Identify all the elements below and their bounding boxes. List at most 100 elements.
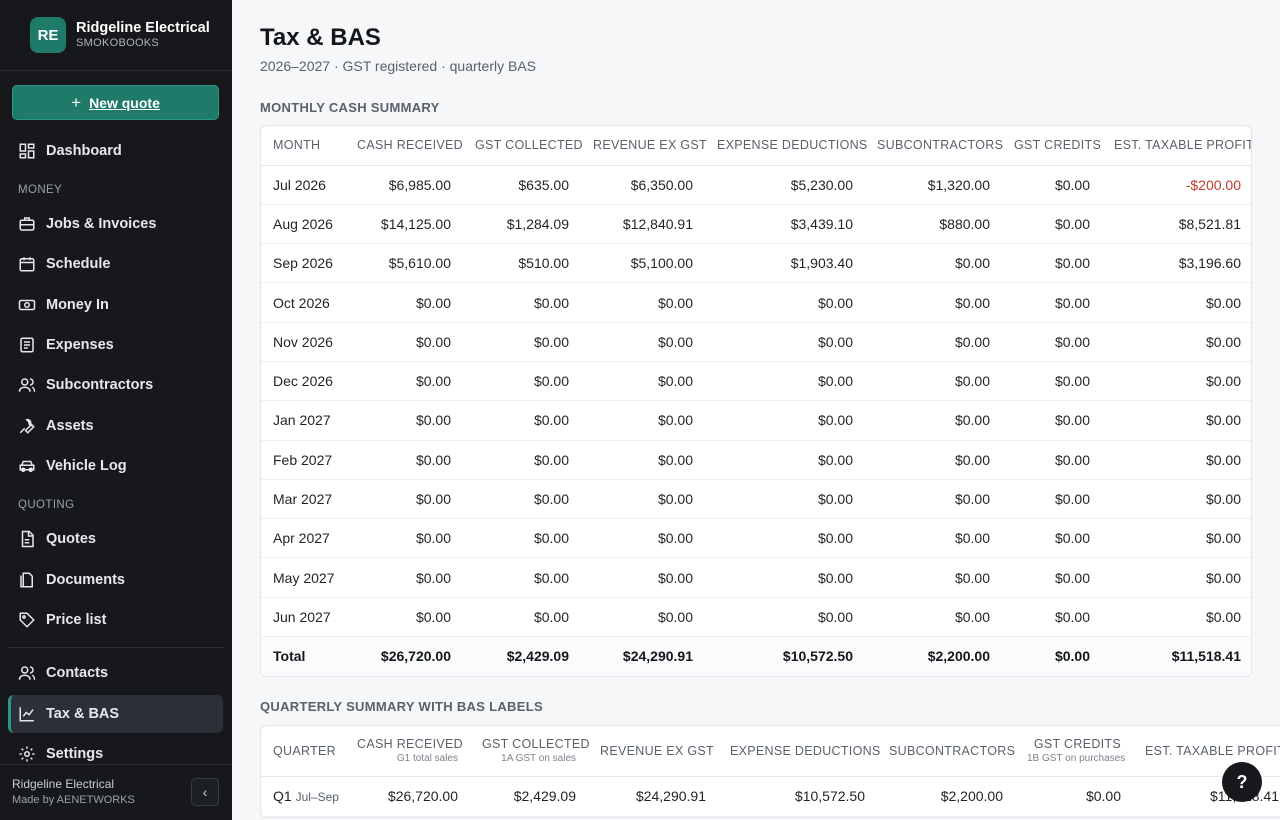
value-cell: $0.00 [581,557,705,598]
value-cell: $0.00 [1102,400,1251,441]
tag-icon [19,612,35,628]
sidebar-item-expenses[interactable]: Expenses [8,327,223,363]
sidebar-item-label: Quotes [46,531,96,547]
month-cell: Apr 2027 [261,518,345,559]
sidebar-item-settings[interactable]: Settings [8,736,223,772]
column-header-label: QUARTER [273,743,336,758]
month-cell: Jan 2027 [261,400,345,441]
column-header: REVENUE EX GST [588,726,718,777]
sidebar-item-money-in[interactable]: Money In [8,287,223,323]
column-header-label: EST. TAXABLE PROFIT [1145,743,1280,758]
value-cell: $635.00 [463,165,581,205]
sidebar-item-label: Contacts [46,665,109,681]
sidebar-item-label: Tax & BAS [46,706,120,722]
value-cell: $0.00 [1015,776,1133,817]
sidebar-item-price-list[interactable]: Price list [8,602,223,638]
value-cell: $0.00 [705,557,865,598]
value-cell: $1,284.09 [463,204,581,245]
column-header: GST COLLECTED [463,126,583,166]
chevron-left-icon: ‹ [202,784,208,800]
value-cell: $0.00 [1102,597,1251,638]
value-cell: $0.00 [705,479,865,520]
value-cell: $0.00 [1102,479,1251,520]
footer-company: Ridgeline Electrical [12,777,115,791]
value-cell: $0.00 [345,557,463,598]
column-header: GST CREDITS [1002,126,1102,166]
value-cell: $2,429.09 [470,776,588,817]
value-cell: $0.00 [1002,322,1102,362]
sidebar-item-vehicle-log[interactable]: Vehicle Log [8,448,223,484]
quarterly-summary-table: QUARTER CASH RECEIVED G1 total sales GST CO… [260,725,1280,818]
column-header: CASH RECEIVED [345,126,463,166]
car-icon [19,460,35,472]
value-cell: $0.00 [463,518,581,559]
value-cell: $8,521.81 [1102,204,1251,245]
table-row: Jun 2027 $0.00 $0.00 $0.00 $0.00 $0.00 $0.00 $0… [261,597,1251,638]
page-subtitle: 2026–2027 · GST registered · quarterly B… [260,58,537,74]
value-cell: $0.00 [865,597,1002,638]
column-header-label: REVENUE EX GST [600,743,714,758]
gear-icon [19,746,35,762]
table-row: May 2027 $0.00 $0.00 $0.00 $0.00 $0.00 $0.00 $0… [261,557,1251,598]
value-cell: $5,100.00 [581,243,705,284]
value-cell: $0.00 [1002,597,1102,638]
sidebar-item-quotes[interactable]: Quotes [8,521,223,557]
sidebar-item-tax-bas[interactable]: Tax & BAS [8,695,223,733]
value-cell: $0.00 [581,400,705,441]
brand-subtitle: SMOKOBOOKS [76,37,160,49]
value-cell: $0.00 [1002,243,1102,284]
sidebar-item-schedule[interactable]: Schedule [8,246,223,282]
value-cell: $0.00 [581,361,705,402]
value-cell: $0.00 [705,361,865,402]
brand[interactable]: RE Ridgeline Electrical SMOKOBOOKS [0,0,232,71]
value-cell: $26,720.00 [345,776,470,817]
value-cell: $0.00 [865,282,1002,323]
total-cell: $10,572.50 [705,636,865,676]
value-cell: $0.00 [463,440,581,480]
value-cell: $0.00 [865,440,1002,480]
value-cell: $0.00 [865,557,1002,598]
value-cell: $14,125.00 [345,204,463,245]
quarterly-section-title: QUARTERLY SUMMARY WITH BAS LABELS [260,699,543,714]
sidebar-item-dashboard[interactable]: Dashboard [8,133,223,169]
value-cell: $0.00 [705,597,865,638]
brand-logo: RE [30,17,66,53]
column-header: REVENUE EX GST [581,126,707,166]
value-cell: $0.00 [705,322,865,362]
value-cell: $10,572.50 [718,776,877,817]
month-cell: May 2027 [261,557,345,598]
sidebar-item-assets[interactable]: Assets [8,408,223,444]
value-cell: $0.00 [463,479,581,520]
column-header: EXPENSE DEDUCTIONS [718,726,880,777]
sidebar-item-label: Price list [46,612,107,628]
help-button[interactable]: ? [1222,762,1262,802]
value-cell: $0.00 [1102,557,1251,598]
total-cell: $2,200.00 [865,636,1002,676]
sidebar-item-label: Dashboard [46,143,122,159]
table-row: Dec 2026 $0.00 $0.00 $0.00 $0.00 $0.00 $0.00 $0… [261,361,1251,402]
sidebar-item-contacts[interactable]: Contacts [8,655,223,691]
sidebar-item-jobs-invoices[interactable]: Jobs & Invoices [8,206,223,242]
value-cell: $0.00 [705,400,865,441]
new-quote-button[interactable]: + New quote [12,85,219,120]
plus-icon: + [71,93,82,112]
value-cell: $0.00 [345,479,463,520]
total-cell: $11,518.41 [1102,636,1251,676]
value-cell: $0.00 [1002,557,1102,598]
total-cell: $24,290.91 [581,636,705,676]
sidebar-item-subcontractors[interactable]: Subcontractors [8,367,223,403]
column-header: SUBCONTRACTORS [865,126,1003,166]
total-label: Total [261,636,345,676]
value-cell: $0.00 [581,282,705,323]
column-header: MONTH [261,126,345,166]
table-row: Aug 2026 $14,125.00 $1,284.09 $12,840.91 $3,… [261,204,1251,245]
table-row: Jul 2026 $6,985.00 $635.00 $6,350.00 $5,230.… [261,165,1251,205]
value-cell: $0.00 [1002,361,1102,402]
value-cell: $0.00 [1002,440,1102,480]
column-header: SUBCONTRACTORS [877,726,1015,777]
table-row: Nov 2026 $0.00 $0.00 $0.00 $0.00 $0.00 $0.00 $0… [261,322,1251,362]
table-row: Q1 Jul–Sep $26,720.00 $2,429.09 $24,290.91 $… [261,776,1280,817]
value-cell: $0.00 [1002,204,1102,245]
collapse-sidebar-button[interactable]: ‹ [191,778,219,806]
sidebar-item-documents[interactable]: Documents [8,562,223,598]
